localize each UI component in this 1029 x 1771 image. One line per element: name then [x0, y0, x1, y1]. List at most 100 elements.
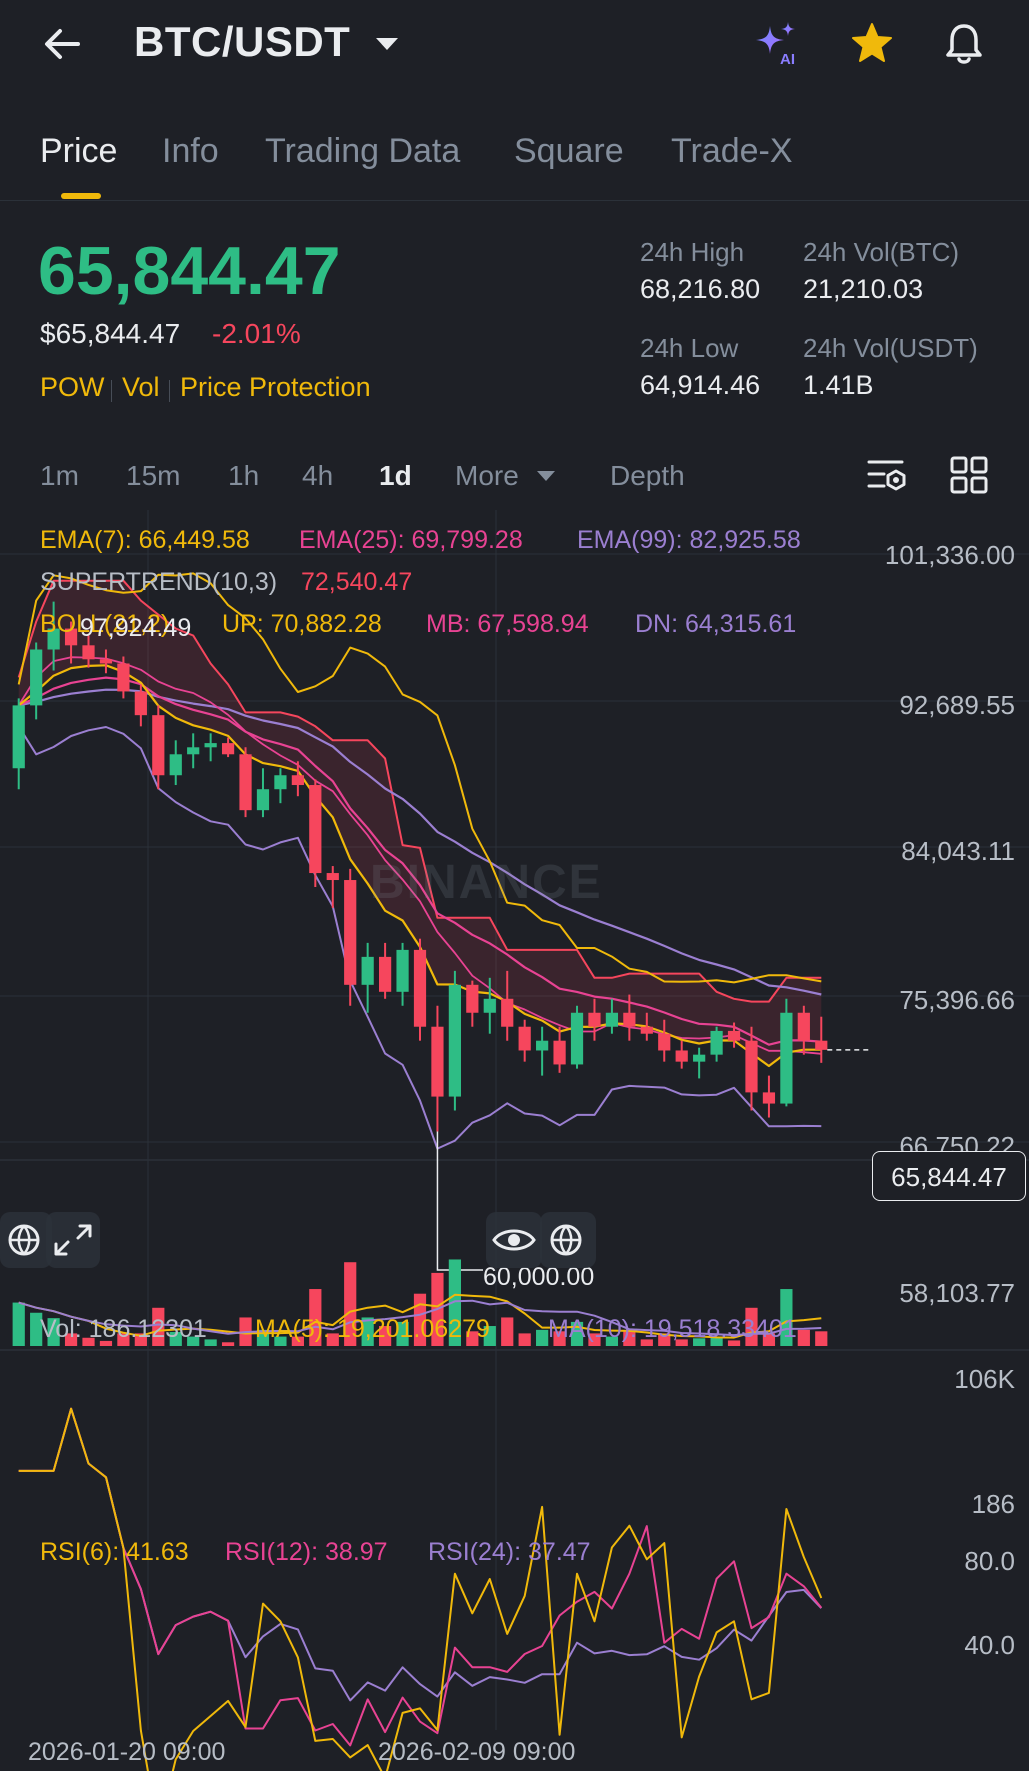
- volume-bar: [693, 1338, 706, 1346]
- chevron-down-icon[interactable]: [375, 36, 399, 52]
- candle-body: [570, 1012, 584, 1065]
- back-arrow-icon[interactable]: [40, 22, 84, 66]
- interval-15m[interactable]: 15m: [126, 460, 181, 491]
- interval-1d[interactable]: 1d: [379, 460, 412, 491]
- visibility-button[interactable]: [486, 1212, 542, 1268]
- candle-body: [117, 663, 130, 692]
- more-chevron-down-icon[interactable]: [536, 469, 556, 488]
- price-axis-label: 92,689.55: [899, 690, 1015, 720]
- volume-bar: [221, 1342, 235, 1346]
- bell-icon[interactable]: [940, 20, 988, 68]
- volume-bar: [483, 1326, 496, 1346]
- expand-icon: [54, 1224, 92, 1256]
- favorite-star-icon[interactable]: [846, 20, 898, 68]
- pair-title[interactable]: BTC/USDT: [134, 18, 351, 65]
- tag-divider: [169, 380, 170, 402]
- candle-body: [675, 1050, 688, 1062]
- globe-icon: [550, 1224, 582, 1256]
- boll-mb-legend: MB: 67,598.94: [426, 610, 589, 638]
- volume-bar: [710, 1336, 723, 1346]
- ema99-line: [18, 688, 822, 996]
- grid-layout-icon[interactable]: [950, 456, 988, 499]
- supertrend-legend-value: 72,540.47: [301, 568, 413, 596]
- volume-bar: [536, 1329, 549, 1346]
- candle-body: [553, 1040, 566, 1065]
- ai-sparkle-icon[interactable]: AI: [752, 20, 804, 68]
- volume-bar: [379, 1326, 392, 1346]
- active-tab-indicator: [61, 193, 101, 199]
- volume-bar: [640, 1339, 653, 1346]
- tab-info[interactable]: Info: [162, 132, 219, 170]
- candle-body: [448, 984, 461, 1097]
- volume-bar: [291, 1336, 304, 1346]
- volume-bar: [82, 1337, 95, 1346]
- tag-vol[interactable]: Vol: [122, 372, 160, 402]
- supertrend-fill: [18, 580, 822, 1066]
- tab-trade-x[interactable]: Trade-X: [671, 132, 793, 170]
- volume-bar: [675, 1339, 688, 1346]
- vol-legend: Vol: 186.12301: [40, 1315, 207, 1343]
- tag-divider: [111, 380, 112, 402]
- chart-globe-button[interactable]: [0, 1212, 52, 1268]
- watermark: BINANCE: [370, 856, 603, 909]
- chart-settings-icon[interactable]: [866, 456, 910, 501]
- stat-high-label: 24h High: [640, 237, 745, 267]
- stat-low-label: 24h Low: [640, 333, 739, 363]
- interval-4h[interactable]: 4h: [302, 460, 334, 491]
- interval-1m[interactable]: 1m: [40, 460, 79, 491]
- current-price-tag[interactable]: 65,844.47: [872, 1151, 1026, 1201]
- volume-bar: [815, 1331, 828, 1346]
- fullscreen-button[interactable]: [46, 1212, 100, 1268]
- volume-bar: [169, 1332, 182, 1346]
- interval-more[interactable]: More: [455, 460, 519, 491]
- candle-body: [291, 775, 304, 786]
- stat-low-value: 64,914.46: [640, 370, 761, 400]
- candle-body: [797, 1012, 810, 1041]
- volume-bar: [780, 1289, 793, 1346]
- candle-body: [187, 747, 200, 755]
- candle-body: [47, 628, 60, 650]
- tab-trading-data[interactable]: Trading Data: [265, 132, 461, 170]
- candle-body: [239, 754, 252, 811]
- boll-mb-line: [17, 656, 822, 1055]
- volume-bar: [187, 1336, 200, 1346]
- ma10-legend: MA(10): 19,518.33401: [548, 1315, 797, 1343]
- rsi12-line: [18, 1407, 823, 1747]
- eye-icon: [492, 1229, 536, 1251]
- rsi12-legend: RSI(12): 38.97: [225, 1538, 388, 1566]
- candle-body: [344, 880, 357, 985]
- volume-bar: [553, 1331, 566, 1346]
- ema7-legend: EMA(7): 66,449.58: [40, 526, 250, 554]
- candle-body: [518, 1026, 531, 1051]
- volume-bar: [152, 1307, 165, 1346]
- candle-body: [169, 754, 182, 776]
- candle-body: [30, 649, 43, 706]
- candle-body: [309, 785, 322, 874]
- ema99-legend: EMA(99): 82,925.58: [577, 526, 801, 554]
- tab-price[interactable]: Price: [40, 132, 118, 170]
- stat-vol-btc-value: 21,210.03: [803, 274, 924, 304]
- candle-body: [745, 1040, 758, 1093]
- volume-bar: [47, 1318, 60, 1346]
- candle-body: [204, 743, 217, 748]
- candle-body: [361, 956, 374, 985]
- chart-globe-button-2[interactable]: [540, 1212, 596, 1268]
- kline-chart[interactable]: [0, 510, 1029, 1771]
- candle-body: [710, 1030, 723, 1055]
- volume-bar: [64, 1333, 78, 1346]
- volume-ma10-line: [18, 1299, 822, 1337]
- interval-depth[interactable]: Depth: [610, 460, 685, 491]
- boll-up-legend: UP: 70,882.28: [222, 610, 382, 638]
- volume-bar: [30, 1312, 43, 1346]
- candle-body: [466, 984, 479, 1013]
- tag-pow[interactable]: POW: [40, 372, 105, 402]
- candle-body: [431, 1026, 444, 1097]
- interval-1h[interactable]: 1h: [228, 460, 260, 491]
- last-price: 65,844.47: [38, 233, 341, 309]
- globe-icon: [8, 1224, 40, 1256]
- candle-body: [326, 873, 339, 881]
- ema25-legend: EMA(25): 69,799.28: [299, 526, 523, 554]
- stat-vol-usdt-label: 24h Vol(USDT): [803, 333, 978, 363]
- tag-price-protection[interactable]: Price Protection: [180, 372, 371, 402]
- tab-square[interactable]: Square: [514, 132, 624, 170]
